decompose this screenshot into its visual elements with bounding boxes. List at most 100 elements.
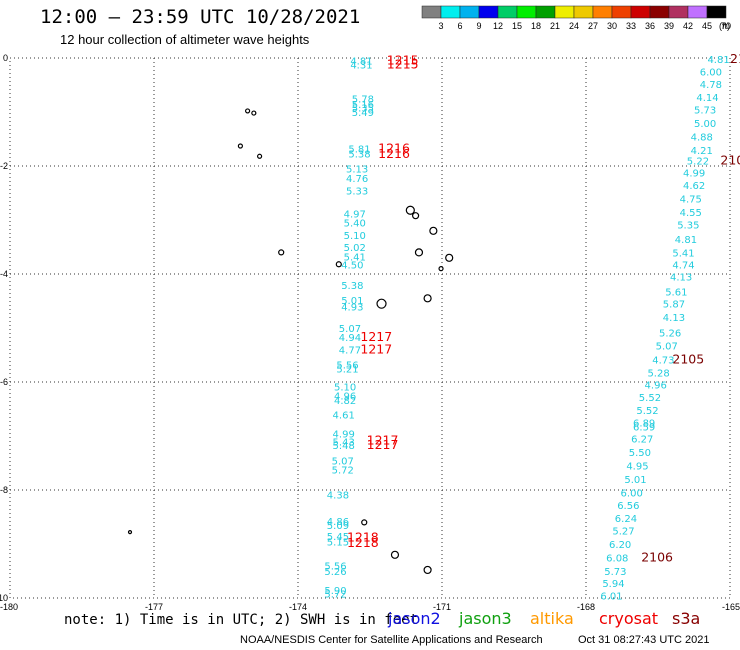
x-tick-label: -174 (289, 602, 307, 612)
island-outline (445, 253, 454, 262)
time-label: 2106 (641, 550, 673, 565)
colorbar-swatch (649, 5, 670, 19)
swh-label: 4.73 (652, 355, 674, 366)
colorbar-swatch (459, 5, 480, 19)
swh-label: 4.95 (626, 462, 648, 473)
island-outline (423, 565, 432, 575)
island-outline (245, 108, 251, 114)
x-tick-label: -180 (0, 602, 18, 612)
colorbar-swatch (573, 5, 594, 19)
swh-label: 4.31 (350, 60, 372, 71)
colorbar-swatch (668, 5, 689, 19)
time-label: 210 (720, 153, 740, 168)
swh-label: 5.73 (694, 105, 716, 116)
swh-label: 5.35 (677, 220, 699, 231)
swh-label: 5.94 (602, 579, 624, 590)
swh-label: 5.09 (327, 521, 349, 532)
swh-label: 6.59 (633, 422, 655, 433)
swh-label: 5.40 (344, 219, 366, 230)
time-label: 1215 (387, 56, 419, 71)
swh-label: 5.72 (324, 590, 346, 601)
swh-label: 5.73 (604, 567, 626, 578)
island-outline (127, 530, 133, 535)
colorbar-label: 70 (721, 21, 731, 31)
x-tick-label: -168 (577, 602, 595, 612)
y-tick-label: -6 (0, 377, 8, 387)
swh-label: 5.02 (344, 243, 366, 254)
island-outline (405, 205, 415, 215)
swh-label: 4.99 (683, 168, 705, 179)
footer-credit: NOAA/NESDIS Center for Satellite Applica… (240, 634, 543, 646)
legend-cryosat: cryosat (599, 609, 659, 628)
colorbar-label: 18 (531, 21, 541, 31)
swh-label: 5.28 (647, 368, 669, 379)
swh-label: 4.81 (707, 55, 729, 66)
colorbar-label: 45 (702, 21, 712, 31)
swh-label: 4.86 (327, 517, 349, 528)
colorbar-swatch (478, 5, 499, 19)
island-outline (257, 153, 263, 159)
swh-label: 4.38 (327, 490, 349, 501)
swh-label: 6.00 (700, 68, 722, 79)
swh-label: 5.21 (336, 365, 358, 376)
island-outline (335, 261, 342, 268)
colorbar-label: 39 (664, 21, 674, 31)
time-label: 1215 (387, 53, 419, 68)
swh-label: 4.78 (700, 80, 722, 91)
time-label: 1218 (347, 530, 379, 545)
colorbar-label: 3 (438, 21, 443, 31)
swh-label: 4.97 (344, 210, 366, 221)
legend-jason3: jason3 (459, 609, 512, 628)
colorbar-swatch (535, 5, 556, 19)
footer-note: note: 1) Time is in UTC; 2) SWH is in fe… (64, 612, 419, 628)
swh-label: 6.27 (631, 435, 653, 446)
swh-label: 5.72 (332, 465, 354, 476)
time-label: 21 (730, 51, 740, 66)
y-tick-label: -10 (0, 593, 8, 603)
colorbar-swatch (440, 5, 461, 19)
island-outline (438, 266, 444, 272)
x-tick-label: -171 (433, 602, 451, 612)
colorbar-label: 6 (457, 21, 462, 31)
swh-label: 6.08 (606, 554, 628, 565)
swh-label: 5.33 (346, 186, 368, 197)
colorbar-swatch (706, 5, 727, 19)
swh-label: 5.07 (656, 341, 678, 352)
swh-label: 5.81 (348, 145, 370, 156)
swh-label: 5.26 (324, 567, 346, 578)
colorbar-label: 30 (607, 21, 617, 31)
time-label: 1217 (360, 342, 392, 357)
x-tick-label: -165 (722, 602, 740, 612)
swh-label: 5.10 (334, 382, 356, 393)
footer-timestamp: Oct 31 08:27:43 UTC 2021 (578, 634, 710, 646)
swh-label: 5.48 (333, 441, 355, 452)
swh-label: 5.43 (333, 437, 355, 448)
swh-label: 5.01 (341, 296, 363, 307)
swh-label: 4.96 (334, 392, 356, 403)
swh-label: 5.38 (341, 281, 363, 292)
legend-altika: altika (530, 609, 574, 628)
colorbar-label: 27 (588, 21, 598, 31)
page-subtitle: 12 hour collection of altimeter wave hei… (60, 32, 310, 47)
colorbar-label: 33 (626, 21, 636, 31)
swh-label: 4.50 (341, 260, 363, 271)
page-title: 12:00 – 23:59 UTC 10/28/2021 (40, 6, 361, 28)
y-tick-label: -8 (0, 485, 8, 495)
swh-label: 5.07 (339, 324, 361, 335)
island-outline (429, 226, 438, 235)
time-label: 1217 (360, 329, 392, 344)
time-label: 1216 (378, 141, 410, 156)
swh-label: 4.81 (350, 57, 372, 68)
swh-label: 5.56 (336, 361, 358, 372)
swh-label: 5.26 (659, 328, 681, 339)
swh-label: 5.27 (612, 527, 634, 538)
time-label: 1217 (367, 432, 399, 447)
time-label: 2105 (672, 351, 704, 366)
colorbar-label: 21 (550, 21, 560, 31)
swh-label: 4.99 (333, 429, 355, 440)
swh-label: 5.16 (352, 100, 374, 111)
swh-label: 4.96 (645, 381, 667, 392)
legend-s3a: s3a (672, 609, 701, 628)
swh-label: 5.78 (352, 95, 374, 106)
swh-label: 4.76 (346, 174, 368, 185)
